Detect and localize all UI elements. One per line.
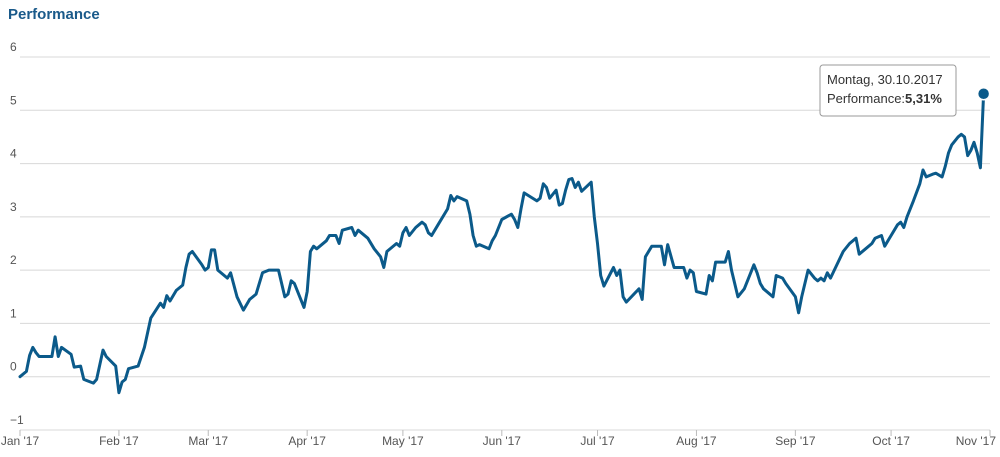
y-tick-label: 3 xyxy=(10,200,17,214)
y-tick-label: 2 xyxy=(10,253,17,267)
y-tick-label: 1 xyxy=(10,306,17,320)
x-axis-ticks: Jan '17 Feb '17 Mar '17 Apr '17 May '17 Jun '… xyxy=(1,430,996,448)
x-tick-label: Oct '17 xyxy=(872,434,910,448)
tooltip-label: Performance: xyxy=(827,91,905,106)
y-tick-label: −1 xyxy=(10,413,24,427)
x-tick-label: Sep '17 xyxy=(775,434,816,448)
series-group xyxy=(18,87,991,395)
x-tick-label: Apr '17 xyxy=(288,434,326,448)
x-tick-label: Jul '17 xyxy=(580,434,615,448)
y-tick-label: 0 xyxy=(10,360,17,374)
tooltip-value: 5,31% xyxy=(905,91,942,106)
tooltip: Montag, 30.10.2017 Performance:5,31% xyxy=(819,64,957,117)
y-tick-label: 5 xyxy=(10,93,17,107)
y-tick-label: 6 xyxy=(10,40,17,54)
x-tick-label: Mar '17 xyxy=(188,434,228,448)
tooltip-box xyxy=(819,64,957,117)
x-tick-label: Aug '17 xyxy=(676,434,717,448)
highlight-point[interactable] xyxy=(976,87,991,101)
y-axis-ticks: −1 0 1 2 3 4 5 6 xyxy=(10,40,24,427)
x-tick-label: Jan '17 xyxy=(1,434,40,448)
x-tick-label: Nov '17 xyxy=(956,434,997,448)
y-tick-label: 4 xyxy=(10,147,17,161)
performance-line[interactable] xyxy=(18,92,986,395)
tooltip-date: Montag, 30.10.2017 xyxy=(827,72,943,87)
tooltip-row: Performance:5,31% xyxy=(827,91,942,106)
x-tick-label: May '17 xyxy=(382,434,424,448)
x-tick-label: Jun '17 xyxy=(483,434,522,448)
chart-title: Performance xyxy=(8,6,100,23)
x-tick-label: Feb '17 xyxy=(99,434,139,448)
